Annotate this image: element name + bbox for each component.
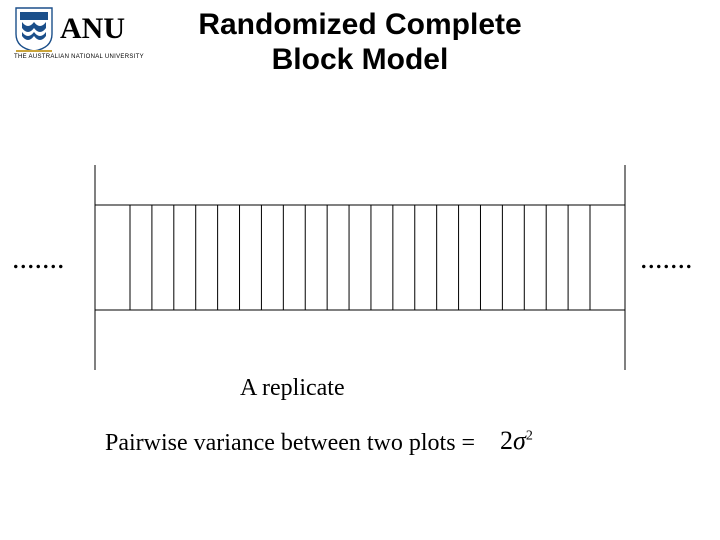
variance-text: Pairwise variance between two plots = xyxy=(105,430,475,457)
block-diagram xyxy=(0,80,720,400)
diagram-area: ....... ....... A replicate Pairwise var… xyxy=(0,80,720,540)
header: ANU THE AUSTRALIAN NATIONAL UNIVERSITY R… xyxy=(0,0,720,80)
formula-sigma: σ xyxy=(513,426,526,455)
formula-exp: 2 xyxy=(526,428,533,443)
title-line-2: Block Model xyxy=(272,43,449,76)
title-line-1: Randomized Complete xyxy=(198,8,521,41)
variance-formula: 2σ2 xyxy=(500,426,533,456)
page-title: Randomized Complete Block Model xyxy=(0,8,720,77)
formula-coef: 2 xyxy=(500,426,513,455)
replicate-label: A replicate xyxy=(240,375,345,402)
